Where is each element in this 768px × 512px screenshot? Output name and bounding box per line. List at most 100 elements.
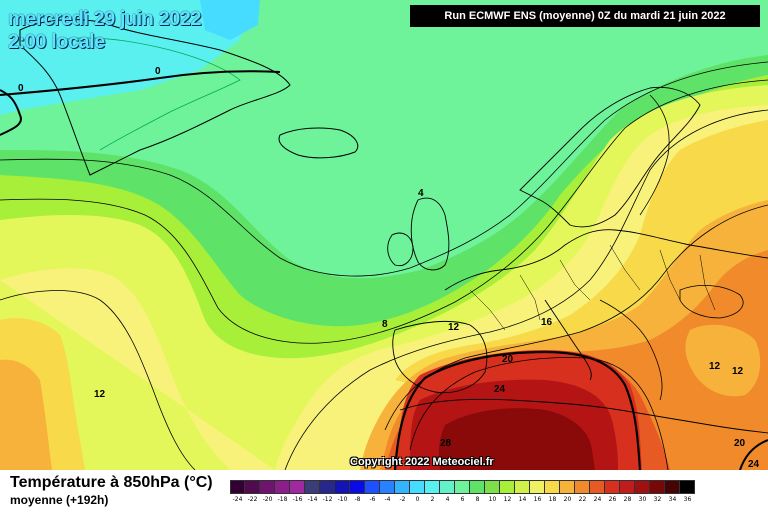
italy-outline: [544, 299, 592, 381]
legend-label: -10: [337, 496, 348, 503]
legend-cell: -12: [320, 480, 335, 503]
isotherm-label: 0: [18, 83, 24, 94]
legend-label: -24: [232, 496, 243, 503]
zone-cold-core: [200, 0, 260, 40]
legend-label: -12: [322, 496, 333, 503]
legend-swatch: [485, 480, 500, 494]
isotherm-label: 28: [440, 438, 452, 449]
legend-cell: 26: [605, 480, 620, 503]
legend-cell: 28: [620, 480, 635, 503]
legend-swatch: [440, 480, 455, 494]
legend-label: 0: [415, 496, 420, 503]
legend-swatch: [380, 480, 395, 494]
isotherm-label: 12: [94, 389, 106, 400]
legend-cell: -10: [335, 480, 350, 503]
blacksea-outline: [679, 285, 744, 319]
isotherm-8-line: [0, 79, 768, 344]
isotherm-label: 20: [734, 438, 746, 449]
isotherm-label: 20: [502, 354, 514, 365]
legend-label: -14: [307, 496, 318, 503]
legend-swatch: [455, 480, 470, 494]
legend-cell: 2: [425, 480, 440, 503]
legend-swatch: [665, 480, 680, 494]
zone-turkey: [685, 324, 761, 397]
legend-label: 30: [638, 496, 647, 503]
legend-cell: -18: [275, 480, 290, 503]
legend-label: 20: [563, 496, 572, 503]
legend-label: 2: [430, 496, 435, 503]
legend-cell: 24: [590, 480, 605, 503]
legend-cell: 18: [545, 480, 560, 503]
legend-cell: -8: [350, 480, 365, 503]
legend-cell: 4: [440, 480, 455, 503]
legend-swatch: [635, 480, 650, 494]
legend-cell: 8: [470, 480, 485, 503]
legend-cell: 36: [680, 480, 695, 503]
ireland-outline: [387, 232, 414, 267]
isotherm-label: 12: [709, 361, 721, 372]
isotherm-20-line: [409, 357, 669, 470]
isotherm-label: 24: [494, 384, 506, 395]
legend-label: 24: [593, 496, 602, 503]
legend-label: -18: [277, 496, 288, 503]
legend-cell: 22: [575, 480, 590, 503]
legend-swatch: [275, 480, 290, 494]
legend-swatch: [365, 480, 380, 494]
greenland-interior: [59, 37, 241, 151]
isotherm-0-line: [0, 70, 281, 96]
legend-label: 26: [608, 496, 617, 503]
legend-cell: -20: [260, 480, 275, 503]
legend-label: 34: [668, 496, 677, 503]
legend-cell: 14: [515, 480, 530, 503]
legend-label: -20: [262, 496, 273, 503]
legend-cell: 10: [485, 480, 500, 503]
isotherm-12-line: [0, 290, 196, 470]
legend-swatch: [320, 480, 335, 494]
forecast-date: mercredi 29 juin 2022 2:00 locale: [8, 8, 201, 54]
legend-label: -8: [354, 496, 361, 503]
legend-cell: 16: [530, 480, 545, 503]
legend-swatch: [470, 480, 485, 494]
legend-label: 10: [488, 496, 497, 503]
scandinavia-outline: [519, 86, 701, 228]
isotherm-12b-line: [284, 109, 768, 470]
legend-label: 12: [503, 496, 512, 503]
legend-label: 18: [548, 496, 557, 503]
temperature-map: 0 0 4 8 12 12 16 20 24 28 12 12 20 24: [0, 0, 768, 470]
chart-subtitle: moyenne (+192h): [10, 493, 109, 507]
legend-label: -2: [399, 496, 406, 503]
legend-swatch: [560, 480, 575, 494]
legend-label: 16: [533, 496, 542, 503]
legend-swatch: [680, 480, 695, 494]
legend-cell: 0: [410, 480, 425, 503]
forecast-date-line: mercredi 29 juin 2022: [8, 8, 201, 30]
legend-swatch: [620, 480, 635, 494]
legend-swatch: [245, 480, 260, 494]
legend-swatch: [605, 480, 620, 494]
isotherm-label: 12: [732, 366, 744, 377]
legend-swatch: [650, 480, 665, 494]
africa-coast: [399, 398, 768, 434]
isotherm-4-line: [0, 61, 768, 277]
borders-interior: [469, 244, 716, 331]
legend-label: -6: [369, 496, 376, 503]
legend-swatch: [335, 480, 350, 494]
zone-orange-west-2: [0, 359, 52, 470]
legend-cell: -22: [245, 480, 260, 503]
legend-swatch: [500, 480, 515, 494]
legend-cell: 12: [500, 480, 515, 503]
legend-footer: Température à 850hPa (°C) moyenne (+192h…: [0, 470, 768, 512]
legend-cell: -2: [395, 480, 410, 503]
legend-swatch: [590, 480, 605, 494]
iberia-outline: [392, 320, 488, 394]
balkans-outline: [599, 299, 663, 401]
legend-label: -16: [292, 496, 303, 503]
isotherm-24-line: [393, 350, 642, 470]
iceland-outline: [278, 127, 359, 159]
legend-cell: -16: [290, 480, 305, 503]
legend-label: 22: [578, 496, 587, 503]
zone-deep-red: [438, 408, 595, 470]
run-info-banner: Run ECMWF ENS (moyenne) 0Z du mardi 21 j…: [410, 5, 760, 27]
legend-cell: -24: [230, 480, 245, 503]
legend-cell: 30: [635, 480, 650, 503]
